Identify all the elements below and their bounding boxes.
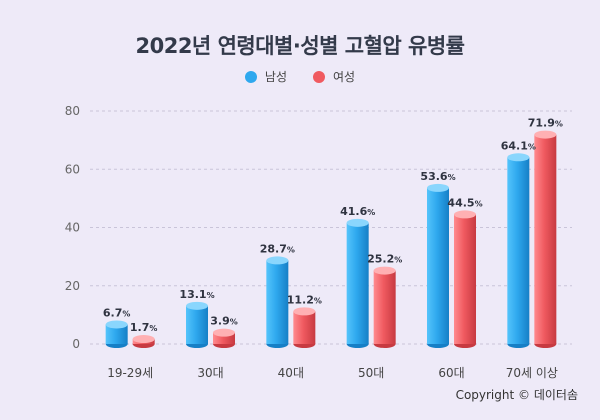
x-tick-label-5: 70세 이상: [506, 366, 558, 380]
y-tick-label-2: 40: [65, 221, 80, 235]
legend-label-female: 여성: [333, 70, 356, 84]
x-tick-label-0: 19-29세: [107, 366, 153, 380]
legend-item-female: 여성: [313, 68, 355, 85]
y-tick-label-1: 20: [65, 279, 80, 293]
value-label-male-4: 53.6%: [420, 170, 455, 183]
bar-male-4: [427, 183, 449, 348]
value-label-male-2: 28.7%: [260, 242, 295, 255]
copyright-text: Copyright © 데이터솜: [455, 388, 578, 402]
bar-male-2: [266, 256, 289, 348]
value-label-male-1: 13.1%: [179, 288, 214, 301]
value-label-female-1: 3.9%: [210, 315, 238, 328]
bar-female-2: [293, 307, 316, 348]
bar-male-1: [186, 301, 208, 348]
legend-swatch-male: [244, 70, 257, 83]
value-label-female-5: 71.9%: [528, 117, 563, 130]
value-label-female-3: 25.2%: [367, 253, 402, 266]
x-tick-label-2: 40대: [278, 366, 304, 380]
bar-female-3: [373, 266, 396, 348]
bar-female-1: [213, 328, 235, 348]
bar-male-0: [105, 320, 128, 348]
legend-swatch-female: [313, 70, 325, 83]
value-label-male-5: 64.1%: [501, 139, 536, 152]
bar-female-0: [132, 335, 155, 348]
x-tick-label-4: 60대: [438, 366, 464, 380]
y-tick-label-4: 80: [65, 104, 80, 118]
value-label-male-3: 41.6%: [340, 205, 375, 218]
bar-female-4: [454, 210, 476, 348]
y-tick-label-3: 60: [65, 162, 80, 176]
value-label-female-4: 44.5%: [447, 196, 482, 209]
x-tick-label-1: 30대: [197, 366, 223, 380]
legend-label-male: 남성: [264, 70, 287, 84]
legend: 남성 여성: [0, 68, 600, 85]
bar-male-5: [507, 153, 530, 348]
y-tick-label-0: 0: [72, 337, 80, 351]
value-label-male-0: 6.7%: [103, 306, 131, 319]
legend-item-male: 남성: [244, 68, 287, 85]
chart-title: 2022년 연령대별·성별 고혈압 유병률: [135, 34, 465, 58]
value-label-female-2: 11.2%: [287, 293, 322, 306]
x-tick-label-3: 50대: [358, 366, 384, 380]
value-label-female-0: 1.7%: [130, 321, 158, 334]
bar-female-5: [534, 130, 557, 348]
bar-male-3: [346, 218, 369, 348]
